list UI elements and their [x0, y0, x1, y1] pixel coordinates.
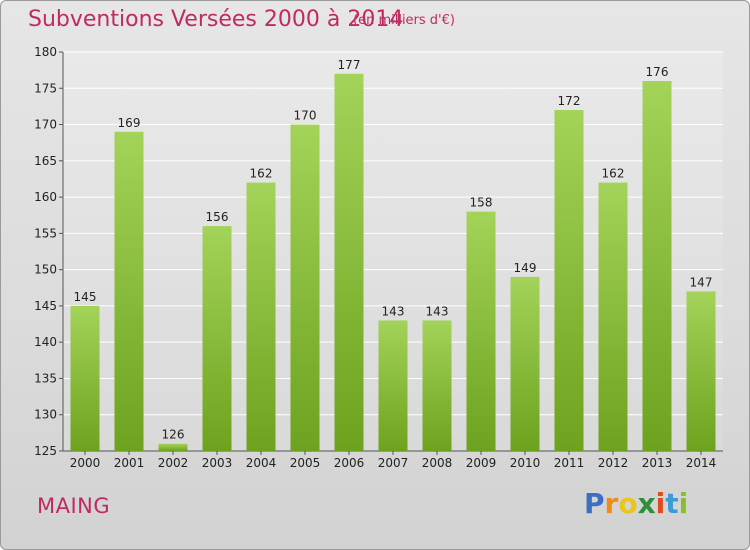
x-tick-label: 2013: [642, 456, 673, 470]
bar: [466, 211, 496, 451]
logo-letter: o: [618, 487, 638, 520]
bar: [378, 320, 408, 451]
data-label: 147: [690, 275, 713, 289]
y-tick-label: 145: [34, 299, 57, 313]
bar: [334, 73, 364, 451]
data-label: 170: [294, 109, 317, 123]
y-tick-label: 175: [34, 81, 57, 95]
bar: [246, 182, 276, 451]
data-label: 145: [74, 290, 97, 304]
y-tick-label: 165: [34, 154, 57, 168]
commune-name: MAING: [37, 494, 111, 518]
y-tick-label: 180: [34, 45, 57, 59]
logo-letter: x: [637, 487, 656, 520]
data-label: 156: [206, 210, 229, 224]
y-tick-label: 135: [34, 371, 57, 385]
bar: [598, 182, 628, 451]
x-tick-label: 2010: [510, 456, 541, 470]
bar: [686, 291, 716, 451]
logo-letter: P: [584, 487, 605, 520]
y-tick-label: 155: [34, 226, 57, 240]
data-label: 177: [338, 58, 361, 72]
data-label: 143: [426, 304, 449, 318]
x-tick-label: 2007: [378, 456, 409, 470]
bar: [554, 110, 584, 451]
data-label: 149: [514, 261, 537, 275]
y-tick-label: 130: [34, 408, 57, 422]
proxiti-logo: Proxiti: [584, 487, 688, 520]
bar: [290, 124, 320, 451]
bar: [642, 81, 672, 451]
chart-title: Subventions Versées 2000 à 2014: [28, 7, 404, 32]
bar: [510, 276, 540, 451]
data-label: 162: [602, 167, 625, 181]
y-tick-label: 140: [34, 335, 57, 349]
data-label: 172: [558, 94, 581, 108]
data-label: 158: [470, 196, 493, 210]
x-tick-label: 2011: [554, 456, 585, 470]
bar: [70, 305, 100, 451]
data-label: 143: [382, 304, 405, 318]
logo-letter: t: [665, 487, 679, 520]
x-tick-label: 2014: [686, 456, 717, 470]
logo-letter: i: [678, 487, 689, 520]
x-tick-label: 2009: [466, 456, 497, 470]
x-tick-label: 2004: [246, 456, 277, 470]
x-tick-label: 2001: [114, 456, 145, 470]
y-tick-label: 160: [34, 190, 57, 204]
bar: [114, 131, 144, 452]
bar: [158, 443, 188, 451]
x-tick-label: 2012: [598, 456, 629, 470]
data-label: 162: [250, 167, 273, 181]
x-tick-label: 2005: [290, 456, 321, 470]
y-tick-label: 150: [34, 263, 57, 277]
x-tick-label: 2006: [334, 456, 365, 470]
x-tick-label: 2003: [202, 456, 233, 470]
chart-subtitle: (en milliers d'€): [353, 13, 455, 28]
data-label: 176: [646, 65, 669, 79]
bar: [422, 320, 452, 451]
bar: [202, 226, 232, 451]
logo-letter: r: [604, 487, 619, 520]
x-tick-label: 2002: [158, 456, 189, 470]
x-tick-label: 2008: [422, 456, 453, 470]
logo-letter: i: [655, 487, 666, 520]
y-tick-label: 170: [34, 118, 57, 132]
data-label: 126: [162, 428, 185, 442]
y-tick-label: 125: [34, 444, 57, 458]
data-label: 169: [118, 116, 141, 130]
x-tick-label: 2000: [70, 456, 101, 470]
